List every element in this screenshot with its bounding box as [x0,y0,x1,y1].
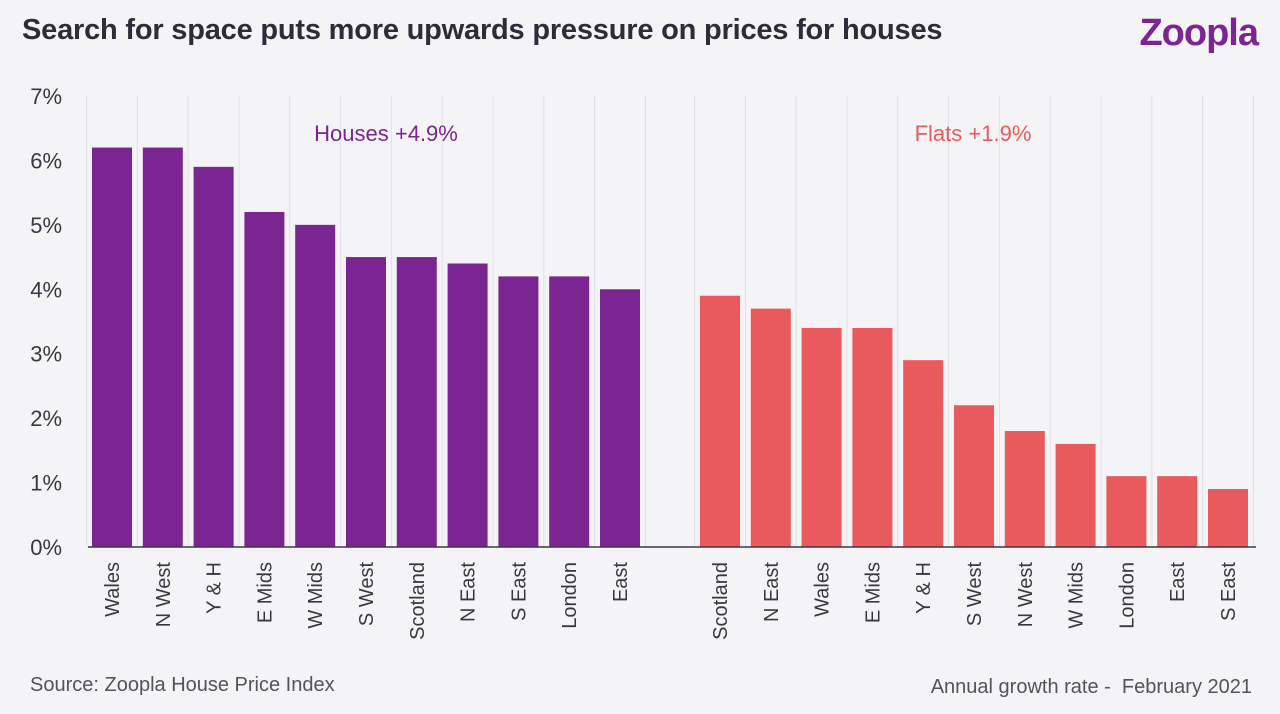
bar [750,308,791,547]
bar [1004,431,1045,547]
x-tick-label: S West [356,562,378,627]
y-tick-label: 2% [30,406,62,431]
x-tick-label: N West [153,562,175,628]
x-tick-label: W Mids [1066,562,1088,629]
bar [1106,476,1147,547]
x-tick-label: London [1116,562,1138,629]
bar [396,257,437,547]
page-title: Search for space puts more upwards press… [22,14,943,46]
bar [1208,489,1248,547]
bar [244,211,285,547]
source-note: Source: Zoopla House Price Index [30,674,335,696]
bar [852,327,893,547]
x-tick-label: S East [508,562,530,621]
series-label: Flats +1.9% [915,121,1032,146]
bar [700,295,740,547]
x-tick-label: East [1167,562,1189,602]
x-tick-label: Wales [812,562,834,617]
x-tick-label: Y & H [913,562,935,614]
y-tick-label: 4% [30,277,62,302]
bar [1055,443,1096,547]
bar [142,147,183,548]
x-tick-label: S East [1218,562,1240,621]
y-tick-label: 3% [30,342,62,367]
x-tick-label: Y & H [204,562,226,614]
y-tick-label: 5% [30,213,62,238]
bar [954,405,994,547]
bar [193,166,234,547]
x-tick-label: W Mids [305,562,327,629]
x-tick-label: E Mids [254,562,276,623]
growth-rate-note: Annual growth rate - February 2021 [930,676,1252,698]
bar [447,263,488,547]
bar [295,224,336,547]
bar [498,276,539,547]
bar [346,257,386,547]
x-tick-label: N West [1015,562,1037,628]
y-tick-label: 7% [30,84,62,109]
zoopla-logo: Zoopla [1139,12,1259,54]
y-tick-label: 6% [30,148,62,173]
x-tick-label: S West [964,562,986,627]
y-tick-label: 0% [30,535,62,560]
bar [1157,476,1198,547]
bar [549,276,590,547]
x-tick-label: Wales [102,562,124,617]
bar [92,147,132,548]
x-tick-label: Scotland [710,562,732,640]
x-tick-label: N East [458,562,480,622]
bar [903,360,944,547]
x-tick-label: London [559,562,581,629]
x-tick-label: E Mids [862,562,884,623]
series-label: Houses +4.9% [314,121,458,146]
bar [600,289,640,547]
x-tick-label: N East [761,562,783,622]
bar [801,327,842,547]
y-tick-label: 1% [30,471,62,496]
x-tick-label: Scotland [407,562,429,640]
x-tick-label: East [610,562,632,602]
